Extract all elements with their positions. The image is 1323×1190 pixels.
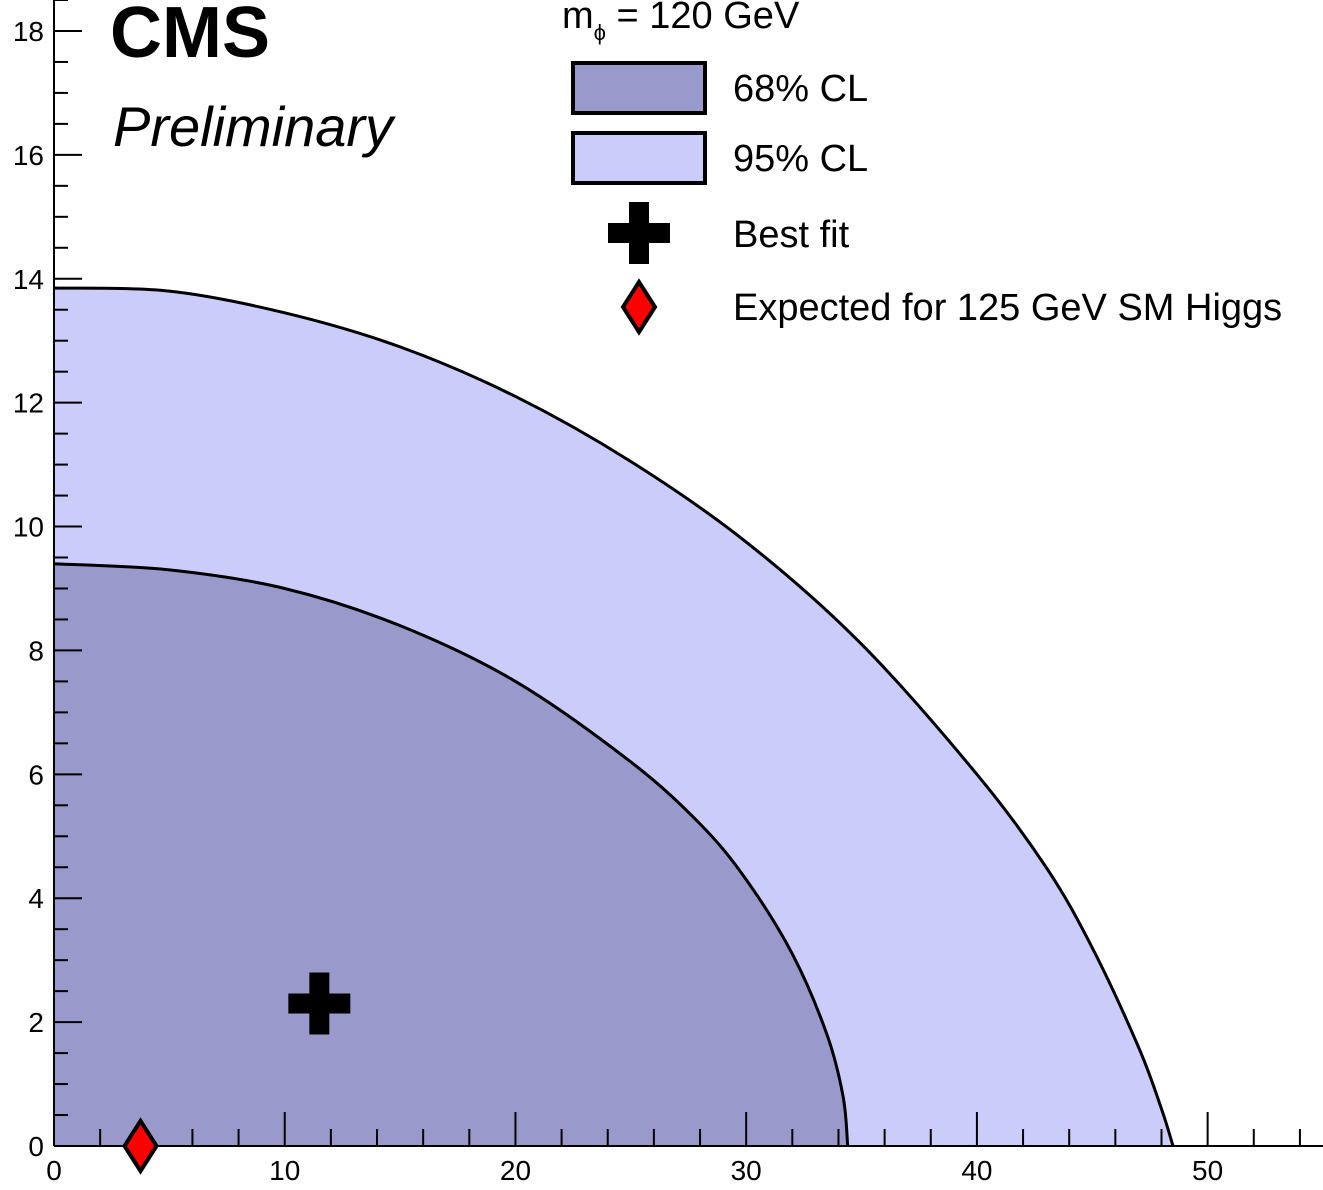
cl68-swatch (571, 61, 707, 115)
y-tick-label: 12 (13, 388, 44, 419)
x-tick-label: 10 (269, 1155, 300, 1186)
legend-title-main: m (562, 0, 594, 37)
y-tick-label: 14 (13, 264, 44, 295)
legend-label: 95% CL (733, 138, 868, 180)
y-tick-label: 2 (28, 1007, 44, 1038)
x-tick-label: 30 (731, 1155, 762, 1186)
cross-icon (608, 202, 670, 264)
y-tick-label: 18 (13, 16, 44, 47)
diamond-icon (620, 278, 658, 336)
legend-title-rest: = 120 GeV (606, 0, 800, 37)
legend: mϕ = 120 GeV 68% CL 95% CL Best fit Expecte… (562, 0, 1282, 336)
y-tick-label: 0 (28, 1131, 44, 1162)
x-tick-label: 0 (46, 1155, 62, 1186)
y-tick-label: 10 (13, 512, 44, 543)
y-tick-label: 8 (28, 635, 44, 666)
experiment-label: CMS (110, 0, 270, 73)
region-contour-cl95 (53, 286, 1175, 1147)
expected-sm-marker (122, 1117, 159, 1175)
legend-label: 68% CL (733, 68, 868, 110)
legend-title-sub: ϕ (594, 20, 606, 45)
region-contour-cl68 (53, 562, 850, 1147)
x-tick-label: 50 (1192, 1155, 1223, 1186)
status-label: Preliminary (113, 95, 396, 158)
legend-label: Expected for 125 GeV SM Higgs (733, 287, 1282, 329)
confidence-regions (53, 286, 1175, 1147)
fit-markers (122, 972, 351, 1175)
legend-label: Best fit (733, 214, 850, 256)
best-fit-marker (288, 972, 351, 1035)
x-tick-label: 40 (961, 1155, 992, 1186)
y-tick-label: 16 (13, 140, 44, 171)
cl95-swatch (571, 131, 707, 185)
x-tick-label: 20 (500, 1155, 531, 1186)
region-fill-cl68 (54, 563, 848, 1146)
y-tick-label: 6 (28, 759, 44, 790)
y-tick-label: 4 (28, 883, 44, 914)
axes: 0 10 20 30 40 50 0 2 4 6 8 10 12 14 16 18 (13, 0, 1323, 1186)
legend-title: mϕ = 120 GeV (562, 0, 800, 45)
